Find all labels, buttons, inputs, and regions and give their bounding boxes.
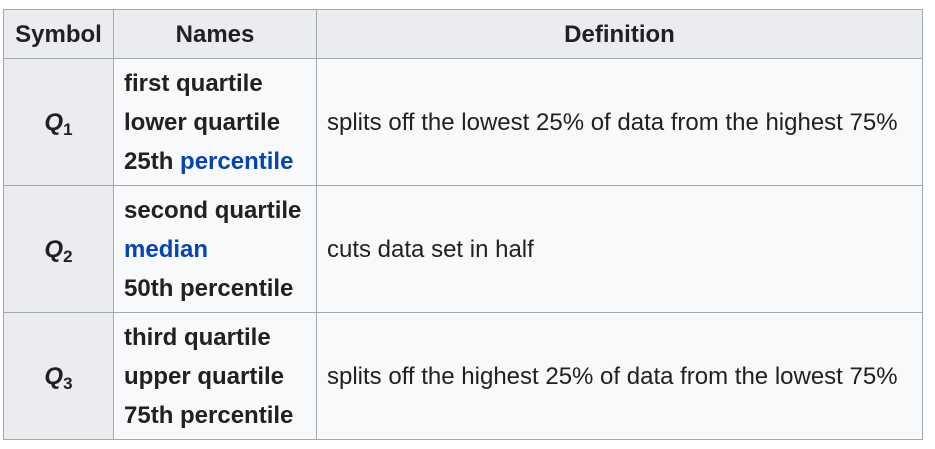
name-lower-quartile: lower quartile xyxy=(124,108,281,136)
table-row-q3: Q3 third quartile upper quartile 75th pe… xyxy=(3,312,923,440)
symbol-q2: Q2 xyxy=(44,235,73,266)
symbol-q1: Q1 xyxy=(44,108,73,139)
header-symbol[interactable]: Symbol xyxy=(3,9,114,59)
name-second-quartile: second quartile xyxy=(124,196,302,224)
name-75th-percentile: 75th percentile xyxy=(124,401,294,429)
name-50th-percentile: 50th percentile xyxy=(124,274,294,302)
percentile-link[interactable]: percentile xyxy=(180,147,294,175)
symbol-q3: Q3 xyxy=(44,362,73,393)
median-link[interactable]: median xyxy=(124,235,209,263)
definition-cell-q2: cuts data set in half xyxy=(316,185,923,313)
quartiles-table: Symbol Names Definition Q1 first quartil… xyxy=(3,9,923,440)
names-cell-q1: first quartile lower quartile 25th perce… xyxy=(113,58,317,186)
name-25th-percentile: 25th percentile xyxy=(124,147,294,175)
symbol-cell-q3: Q3 xyxy=(3,312,114,440)
names-cell-q2: second quartile median 50th percentile xyxy=(113,185,317,313)
names-cell-q3: third quartile upper quartile 75th perce… xyxy=(113,312,317,440)
definition-cell-q1: splits off the lowest 25% of data from t… xyxy=(316,58,923,186)
name-median: median xyxy=(124,230,306,269)
table-row-q1: Q1 first quartile lower quartile 25th pe… xyxy=(3,58,923,186)
header-row: Symbol Names Definition xyxy=(3,9,923,59)
table-row-q2: Q2 second quartile median 50th percentil… xyxy=(3,185,923,313)
header-definition[interactable]: Definition xyxy=(316,9,923,59)
header-names[interactable]: Names xyxy=(113,9,317,59)
name-first-quartile: first quartile xyxy=(124,69,263,97)
name-upper-quartile: upper quartile xyxy=(124,362,285,390)
symbol-cell-q1: Q1 xyxy=(3,58,114,186)
name-third-quartile: third quartile xyxy=(124,323,271,351)
definition-cell-q3: splits off the highest 25% of data from … xyxy=(316,312,923,440)
symbol-cell-q2: Q2 xyxy=(3,185,114,313)
